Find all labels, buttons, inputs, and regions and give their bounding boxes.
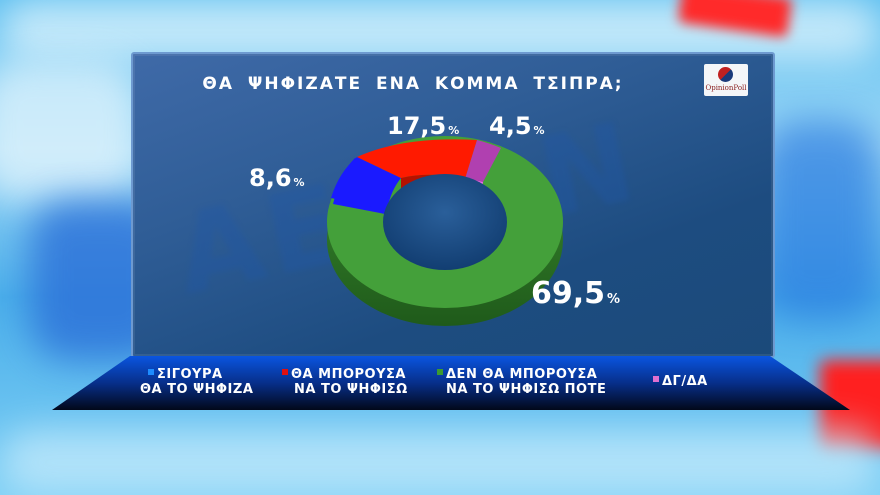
- background-glow-bottom: [0, 430, 880, 495]
- legend-swatch-blue: [148, 369, 154, 375]
- donut-hole: [383, 174, 507, 270]
- legend-background: [52, 356, 850, 410]
- legend-item-surely: ΣΙΓΟΥΡΑ ΘΑ ΤΟ ΨΗΦΙΖΑ: [140, 367, 254, 397]
- legend-item-never: ΔΕΝ ΘΑ ΜΠΟΡΟΥΣΑ ΝΑ ΤΟ ΨΗΦΙΣΩ ΠΟΤΕ: [437, 367, 606, 397]
- slice-pink: [465, 140, 501, 182]
- opinionpoll-logo: OpinionPoll: [704, 64, 748, 96]
- logo-text: OpinionPoll: [705, 84, 747, 92]
- slice-red: [357, 139, 477, 179]
- legend-swatch-green: [437, 369, 443, 375]
- label-pink: 4,5%: [489, 112, 545, 140]
- label-red: 17,5%: [387, 112, 460, 140]
- legend-swatch-pink: [653, 376, 659, 382]
- slice-blue-top: [331, 157, 401, 210]
- legend-item-dk-na: ΔΓ/ΔΑ: [653, 374, 708, 389]
- legend-swatch-red: [282, 369, 288, 375]
- chart-panel: ΑΕΘΟΝ ΘΑ ΨΗΦΙΖΑΤΕ ΕΝΑ ΚΟΜΜΑ ΤΣΙΠΡΑ; Opin…: [131, 52, 775, 358]
- background-glow-left: [0, 60, 140, 200]
- background-shape-right: [760, 120, 880, 320]
- legend: ΣΙΓΟΥΡΑ ΘΑ ΤΟ ΨΗΦΙΖΑ ΘΑ ΜΠΟΡΟΥΣΑ ΝΑ ΤΟ Ψ…: [52, 356, 850, 410]
- label-green: 69,5%: [531, 276, 621, 311]
- donut-chart: [327, 136, 563, 326]
- opinionpoll-logo-icon: [718, 67, 733, 82]
- legend-item-maybe: ΘΑ ΜΠΟΡΟΥΣΑ ΝΑ ΤΟ ΨΗΦΙΣΩ: [282, 367, 408, 397]
- label-blue: 8,6%: [249, 164, 305, 192]
- chart-title: ΘΑ ΨΗΦΙΖΑΤΕ ΕΝΑ ΚΟΜΜΑ ΤΣΙΠΡΑ;: [202, 74, 624, 94]
